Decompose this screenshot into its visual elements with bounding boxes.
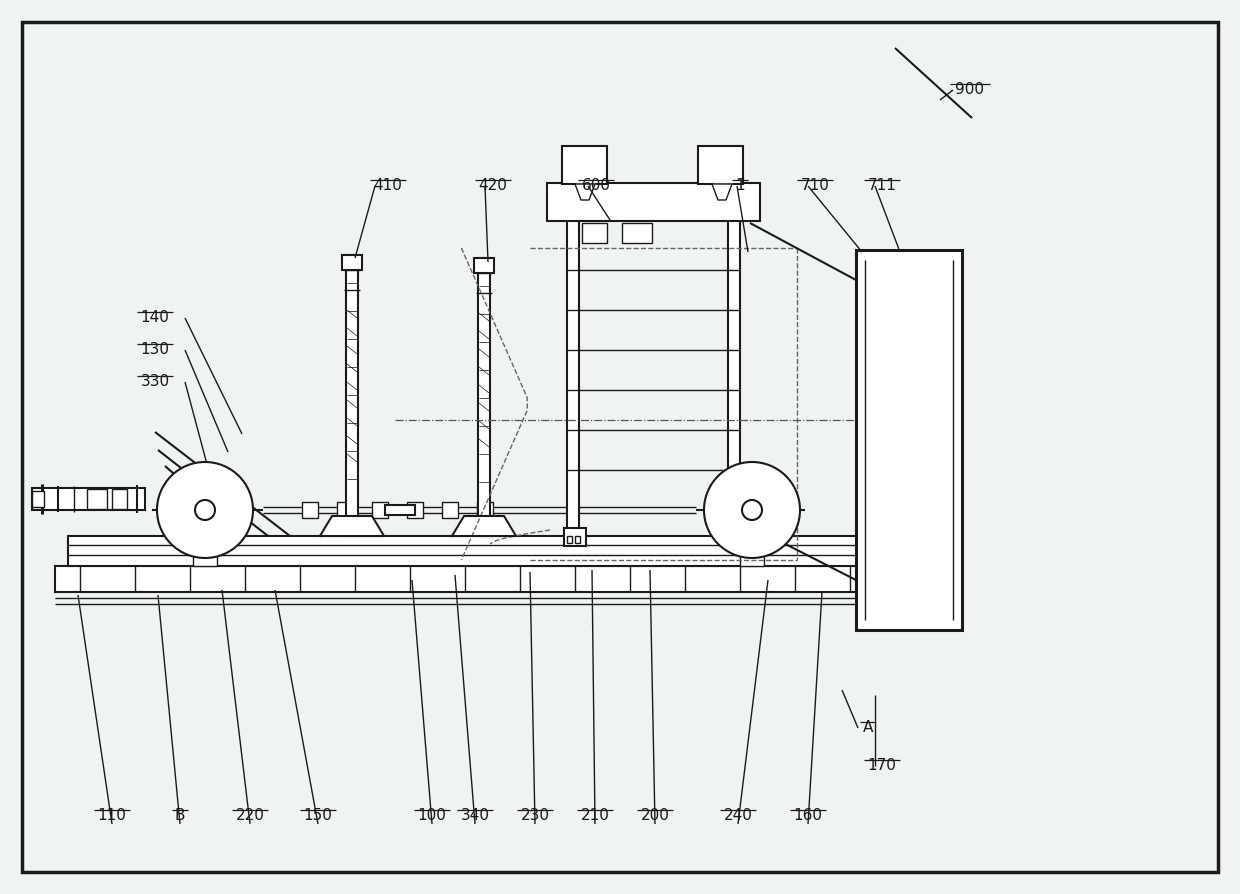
- Circle shape: [157, 462, 253, 558]
- Circle shape: [195, 500, 215, 520]
- Text: 330: 330: [140, 374, 170, 389]
- Circle shape: [742, 500, 763, 520]
- Bar: [567, 536, 572, 543]
- Text: 150: 150: [304, 808, 332, 823]
- Text: 711: 711: [868, 178, 897, 193]
- Bar: [728, 528, 750, 546]
- Bar: [562, 146, 608, 184]
- Bar: [441, 502, 458, 518]
- Text: 900: 900: [956, 82, 985, 97]
- Bar: [698, 146, 743, 184]
- Text: 410: 410: [373, 178, 403, 193]
- Bar: [346, 255, 358, 536]
- Text: 200: 200: [641, 808, 670, 823]
- Text: 1: 1: [735, 178, 745, 193]
- Text: 230: 230: [521, 808, 549, 823]
- Text: 130: 130: [140, 342, 170, 357]
- Text: 340: 340: [460, 808, 490, 823]
- Bar: [342, 255, 362, 270]
- Text: 420: 420: [479, 178, 507, 193]
- Bar: [737, 536, 742, 543]
- Bar: [477, 502, 494, 518]
- Text: 160: 160: [794, 808, 822, 823]
- Bar: [856, 250, 962, 630]
- Bar: [477, 258, 490, 536]
- Text: 140: 140: [140, 310, 170, 325]
- Bar: [759, 538, 768, 550]
- Bar: [728, 218, 740, 536]
- Text: 110: 110: [98, 808, 126, 823]
- Bar: [87, 489, 107, 509]
- Bar: [474, 258, 494, 273]
- Text: A: A: [863, 720, 873, 735]
- Bar: [32, 491, 43, 507]
- Text: 210: 210: [580, 808, 609, 823]
- Text: 220: 220: [236, 808, 264, 823]
- Polygon shape: [453, 516, 516, 536]
- Bar: [68, 536, 870, 566]
- Bar: [193, 534, 217, 566]
- Circle shape: [704, 462, 800, 558]
- Bar: [567, 218, 579, 536]
- Bar: [622, 223, 652, 243]
- Bar: [564, 528, 587, 546]
- Text: 170: 170: [868, 758, 897, 773]
- Polygon shape: [320, 516, 384, 536]
- Bar: [337, 502, 353, 518]
- Polygon shape: [575, 184, 595, 200]
- Bar: [112, 489, 126, 509]
- Bar: [582, 223, 608, 243]
- Bar: [384, 505, 415, 515]
- Polygon shape: [712, 184, 732, 200]
- Bar: [740, 534, 764, 566]
- Bar: [737, 538, 745, 550]
- Text: 240: 240: [724, 808, 753, 823]
- Bar: [728, 536, 733, 543]
- Bar: [55, 566, 920, 592]
- Text: 710: 710: [801, 178, 830, 193]
- Text: 100: 100: [418, 808, 446, 823]
- Bar: [32, 488, 145, 510]
- Bar: [547, 183, 760, 221]
- Text: 600: 600: [582, 178, 610, 193]
- Bar: [407, 502, 423, 518]
- Text: B: B: [175, 808, 185, 823]
- Bar: [303, 502, 317, 518]
- Bar: [575, 536, 580, 543]
- Bar: [372, 502, 388, 518]
